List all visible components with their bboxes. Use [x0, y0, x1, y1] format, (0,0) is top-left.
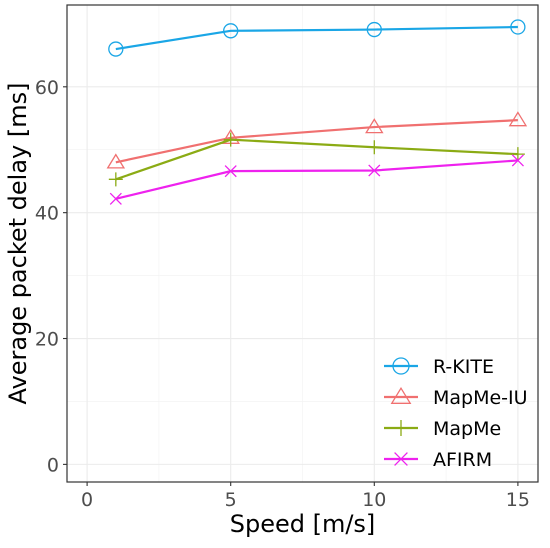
- series-afirm: [109, 154, 524, 205]
- legend-item: MapMe-IU: [384, 386, 528, 409]
- x-tick-label: 0: [81, 489, 93, 511]
- x-axis-title: Speed [m/s]: [230, 510, 376, 538]
- series-line: [115, 138, 518, 181]
- data-point-marker: [366, 21, 382, 38]
- legend-item: MapMe: [384, 418, 501, 440]
- data-point-marker: [108, 41, 124, 57]
- legend-label: MapMe-IU: [433, 387, 528, 409]
- data-point-marker: [365, 118, 384, 134]
- series-layer: [106, 19, 528, 205]
- data-point-marker: [108, 172, 123, 187]
- legend-item: R-KITE: [384, 356, 494, 378]
- series-mapme: [108, 132, 525, 187]
- grid-lines: [67, 5, 538, 482]
- x-tick-label: 15: [506, 489, 530, 511]
- x-tick-label: 5: [225, 489, 237, 511]
- y-tick-label: 40: [35, 203, 59, 225]
- data-point-marker: [394, 452, 408, 466]
- x-tick-label: 10: [362, 489, 386, 511]
- data-point-marker: [367, 140, 382, 155]
- series-line: [115, 25, 518, 51]
- series-line: [115, 159, 518, 200]
- y-tick-label: 0: [47, 454, 59, 476]
- data-point-marker: [510, 147, 525, 162]
- data-point-marker: [510, 19, 526, 35]
- y-axis-title: Average packet delay [ms]: [4, 83, 32, 405]
- data-point-marker: [106, 153, 126, 169]
- series-r-kite: [108, 19, 526, 57]
- series-line: [115, 119, 518, 164]
- legend: R-KITE MapMe-IU MapMe AFIRM: [384, 356, 528, 471]
- data-point-marker: [109, 192, 122, 205]
- data-point-marker: [390, 386, 412, 404]
- data-point-marker: [393, 420, 409, 436]
- plot-border: [66, 4, 539, 483]
- data-point-marker: [508, 111, 528, 127]
- data-point-marker: [368, 164, 381, 177]
- data-point-marker: [224, 165, 237, 178]
- data-point-marker: [223, 23, 239, 39]
- y-tick-label: 60: [35, 77, 59, 99]
- legend-label: R-KITE: [433, 356, 494, 378]
- data-point-marker: [392, 357, 410, 375]
- legend-label: AFIRM: [433, 449, 492, 471]
- data-point-marker: [223, 132, 238, 147]
- axes-layer: 0 5 10 15 0 20 40 60: [35, 77, 530, 511]
- y-tick-label: 20: [35, 329, 59, 351]
- legend-label: MapMe: [433, 418, 501, 440]
- legend-item: AFIRM: [384, 449, 492, 471]
- data-point-marker: [511, 154, 524, 167]
